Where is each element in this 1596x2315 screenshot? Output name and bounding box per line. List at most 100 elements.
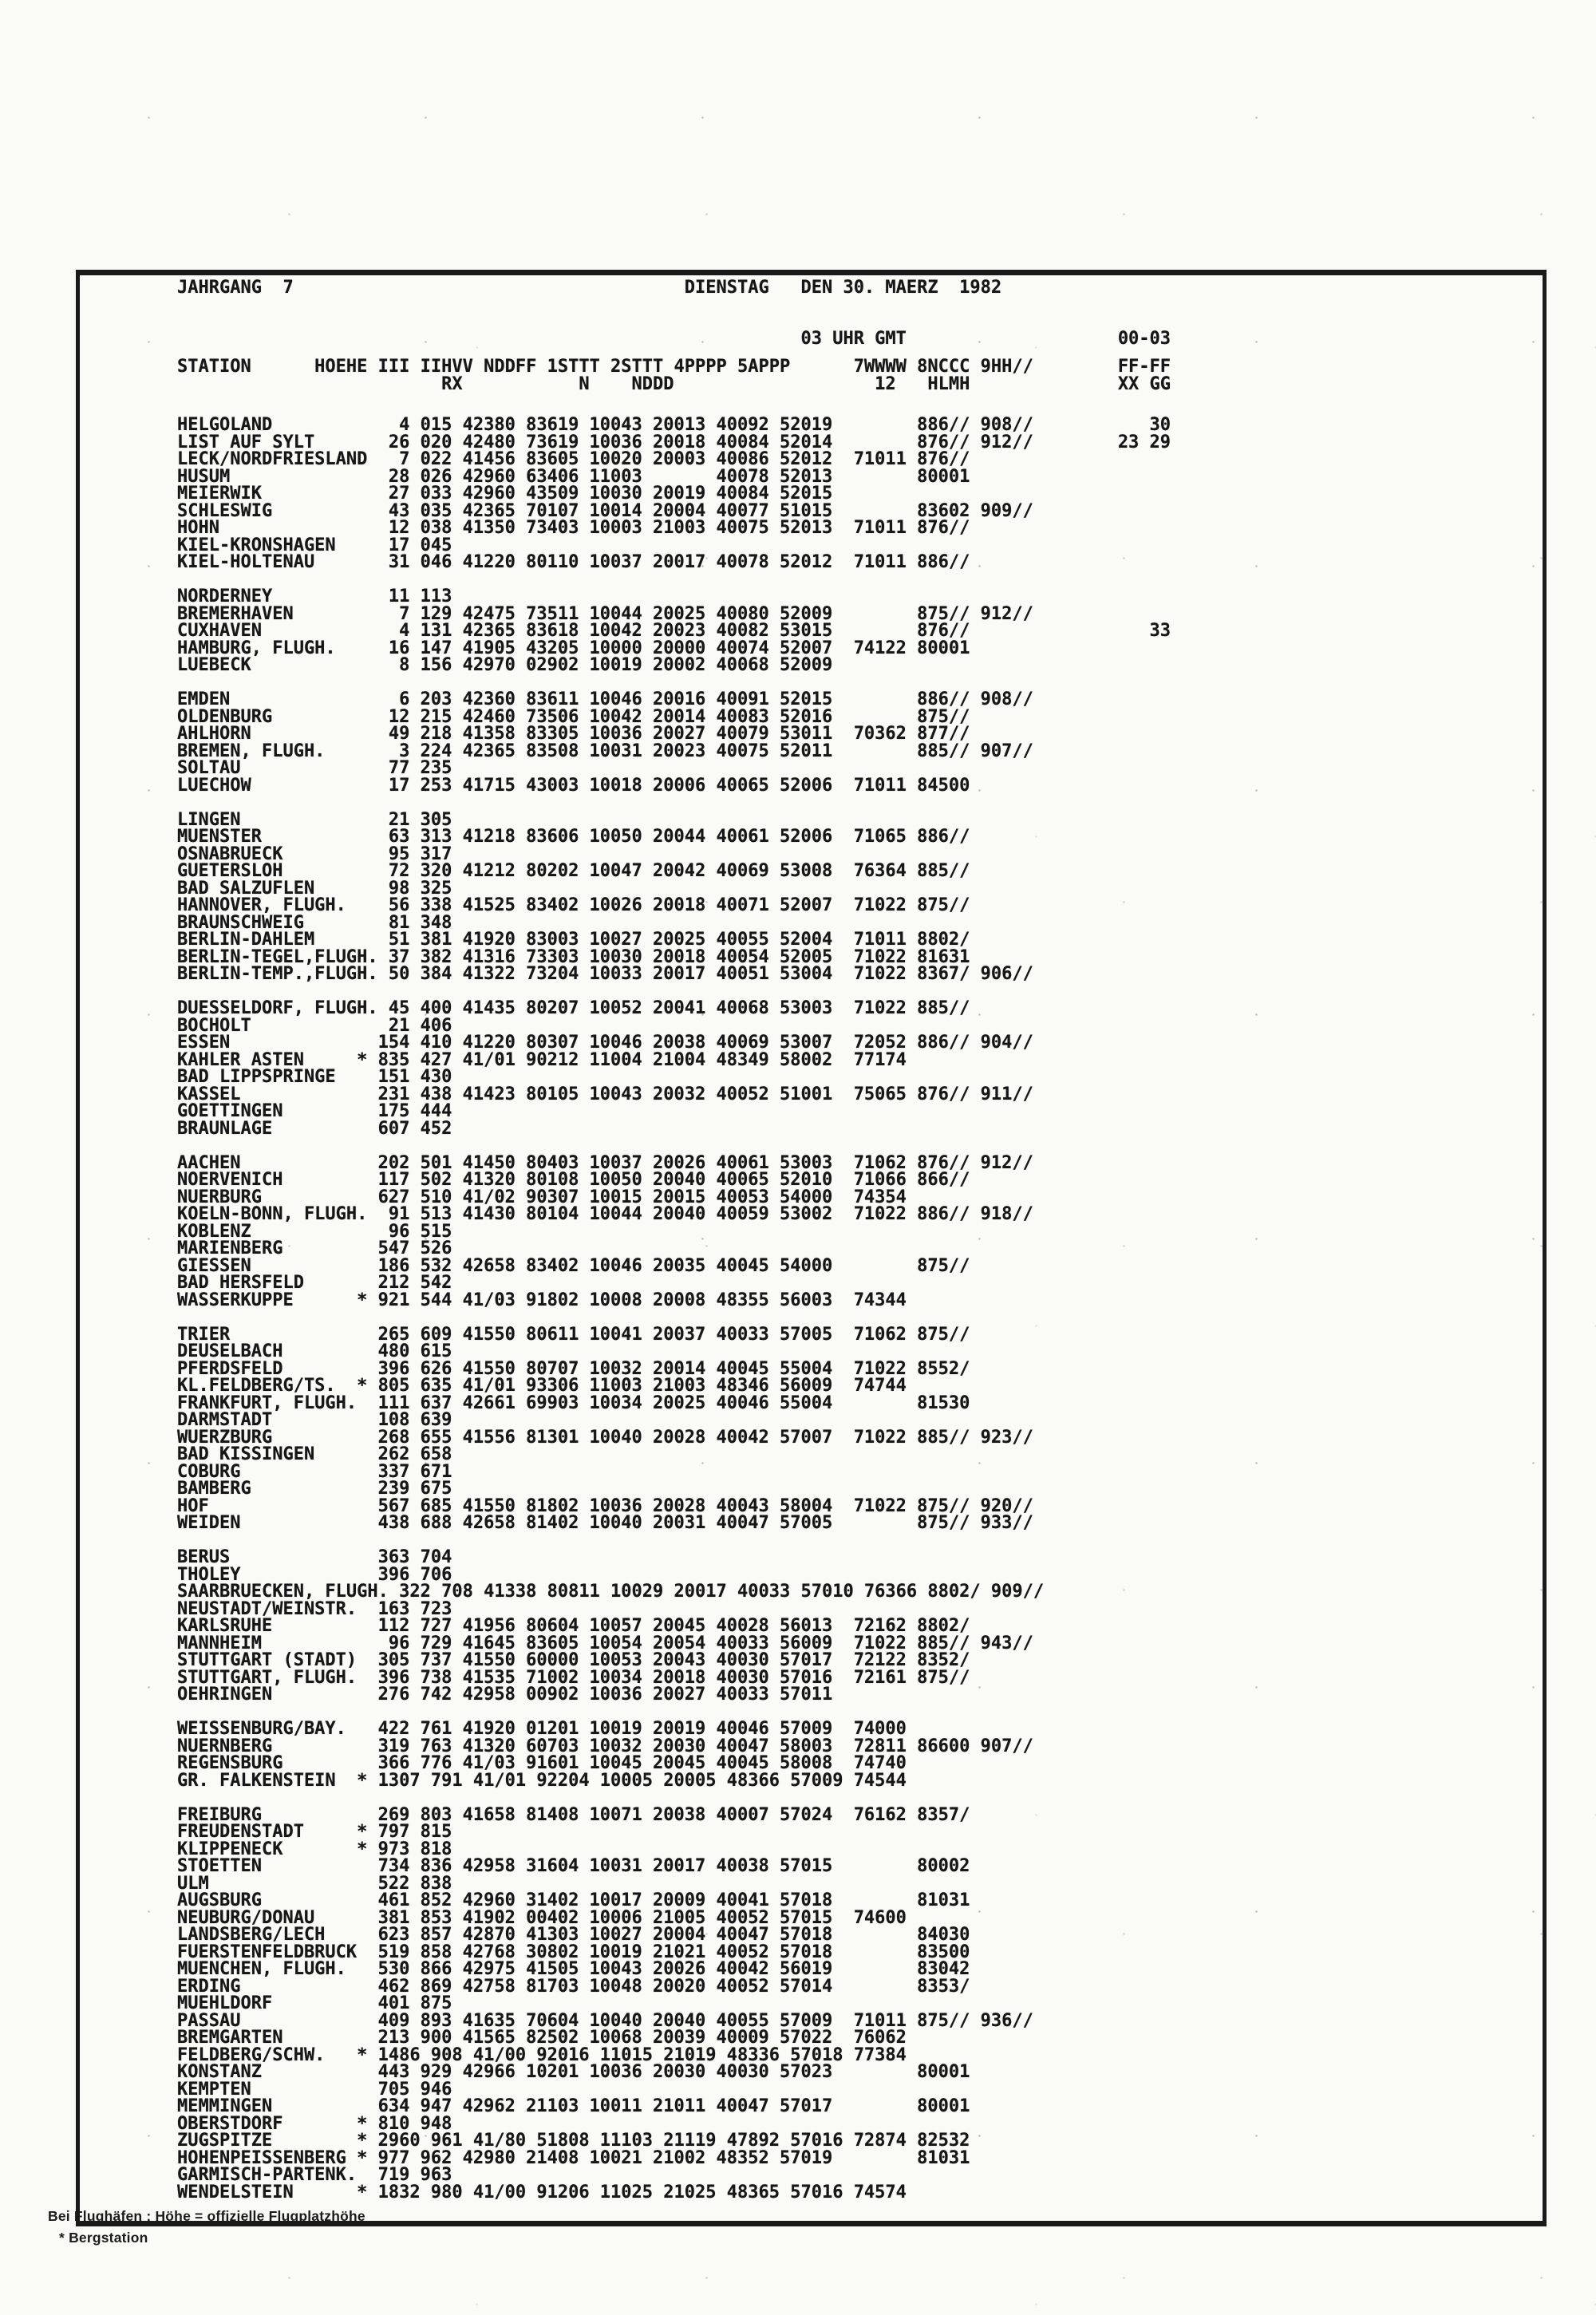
table-row: HELGOLAND 4 015 42380 83619 10043 20013 … bbox=[177, 415, 1171, 435]
table-row: PASSAU 409 893 41635 70604 10040 20040 4… bbox=[177, 2010, 1033, 2031]
table-row: NEUSTADT/WEINSTR. 163 723 bbox=[177, 1598, 452, 1619]
table-row: FREIBURG 269 803 41658 81408 10071 20038… bbox=[177, 1804, 970, 1825]
table-row: PFERDSFELD 396 626 41550 80707 10032 200… bbox=[177, 1358, 970, 1379]
table-row: GIESSEN 186 532 42658 83402 10046 20035 … bbox=[177, 1255, 970, 1276]
table-row: KL.FELDBERG/TS. * 805 635 41/01 93306 11… bbox=[177, 1376, 907, 1396]
table-row: WUERZBURG 268 655 41556 81301 10040 2002… bbox=[177, 1427, 1033, 1448]
blank-row bbox=[177, 1789, 1534, 1807]
table-row: WEISSENBURG/BAY. 422 761 41920 01201 100… bbox=[177, 1719, 907, 1739]
table-row: KIEL-HOLTENAU 31 046 41220 80110 10037 2… bbox=[177, 552, 970, 572]
table-row: EMDEN 6 203 42360 83611 10046 20016 4009… bbox=[177, 689, 1033, 709]
table-row: COBURG 337 671 bbox=[177, 1461, 452, 1482]
blank-row bbox=[177, 1137, 1534, 1155]
table-row: BOCHOLT 21 406 bbox=[177, 1015, 452, 1036]
table-row: CUXHAVEN 4 131 42365 83618 10042 20023 4… bbox=[177, 621, 1171, 641]
table-row: ERDING 462 869 42758 81703 10048 20020 4… bbox=[177, 1976, 970, 1997]
table-row: WENDELSTEIN * 1832 980 41/00 91206 11025… bbox=[177, 2182, 907, 2202]
table-row: FELDBERG/SCHW. * 1486 908 41/00 92016 11… bbox=[177, 2044, 907, 2065]
spacer bbox=[177, 297, 185, 330]
table-row: KONSTANZ 443 929 42966 10201 10036 20030… bbox=[177, 2062, 970, 2082]
table-row: BRAUNLAGE 607 452 bbox=[177, 1118, 452, 1139]
table-row: LANDSBERG/LECH 623 857 42870 41303 10027… bbox=[177, 1925, 970, 1945]
table-row: BERLIN-TEGEL,FLUGH. 37 382 41316 73303 1… bbox=[177, 946, 970, 967]
blank-row bbox=[177, 1704, 1534, 1721]
table-row: WASSERKUPPE * 921 544 41/03 91802 10008 … bbox=[177, 1290, 907, 1310]
table-row: GARMISCH-PARTENK. 719 963 bbox=[177, 2165, 452, 2185]
table-row: BREMERHAVEN 7 129 42475 73511 10044 2002… bbox=[177, 603, 1033, 624]
table-row: STOETTEN 734 836 42958 31604 10031 20017… bbox=[177, 1856, 970, 1876]
table-row: NUERNBERG 319 763 41320 60703 10032 2003… bbox=[177, 1736, 1033, 1756]
table-row: MUEHLDORF 401 875 bbox=[177, 1993, 452, 2013]
table-row: TRIER 265 609 41550 80611 10041 20037 40… bbox=[177, 1324, 970, 1345]
table-row: GOETTINGEN 175 444 bbox=[177, 1101, 452, 1121]
table-row: BREMEN, FLUGH. 3 224 42365 83508 10031 2… bbox=[177, 741, 1033, 761]
table-row: OBERSTDORF * 810 948 bbox=[177, 2113, 452, 2134]
table-row: DARMSTADT 108 639 bbox=[177, 1410, 452, 1430]
table-row: FUERSTENFELDBRUCK 519 858 42768 30802 10… bbox=[177, 1942, 970, 1962]
table-row: SOLTAU 77 235 bbox=[177, 758, 452, 778]
table-row: MANNHEIM 96 729 41645 83605 10054 20054 … bbox=[177, 1633, 1033, 1653]
table-row: STUTTGART, FLUGH. 396 738 41535 71002 10… bbox=[177, 1667, 970, 1688]
table-row: NOERVENICH 117 502 41320 80108 10050 200… bbox=[177, 1170, 970, 1190]
table-row: MEIERWIK 27 033 42960 43509 10030 20019 … bbox=[177, 484, 833, 504]
table-row: AACHEN 202 501 41450 80403 10037 20026 4… bbox=[177, 1152, 1033, 1173]
table-row: KASSEL 231 438 41423 80105 10043 20032 4… bbox=[177, 1084, 1033, 1104]
table-row: DUESSELDORF, FLUGH. 45 400 41435 80207 1… bbox=[177, 998, 970, 1018]
table-row: REGENSBURG 366 776 41/03 91601 10045 200… bbox=[177, 1753, 907, 1773]
blank-row bbox=[177, 983, 1534, 1001]
obs-time-row: 03 UHR GMT 00-03 bbox=[177, 328, 1171, 349]
table-row: LUECHOW 17 253 41715 43003 10018 20006 4… bbox=[177, 775, 970, 796]
table-row: HANNOVER, FLUGH. 56 338 41525 83402 1002… bbox=[177, 895, 970, 915]
table-row: BRAUNSCHWEIG 81 348 bbox=[177, 912, 452, 933]
table-row: MEMMINGEN 634 947 42962 21103 10011 2101… bbox=[177, 2096, 970, 2116]
table-border bbox=[76, 270, 1547, 2226]
weather-table: JAHRGANG 7 DIENSTAG DEN 30. MAERZ 1982 0… bbox=[177, 279, 1534, 2201]
blank-row bbox=[177, 1309, 1534, 1326]
spacer bbox=[177, 393, 185, 417]
table-row: FRANKFURT, FLUGH. 111 637 42661 69903 10… bbox=[177, 1393, 970, 1413]
table-row: THOLEY 396 706 bbox=[177, 1564, 452, 1585]
table-row: WEIDEN 438 688 42658 81402 10040 20031 4… bbox=[177, 1513, 1033, 1533]
table-row: MUENSTER 63 313 41218 83606 10050 20044 … bbox=[177, 827, 970, 847]
table-row: HUSUM 28 026 42960 63406 11003 40078 520… bbox=[177, 466, 970, 487]
table-row: ZUGSPITZE * 2960 961 41/80 51808 11103 2… bbox=[177, 2131, 970, 2151]
table-row: HAMBURG, FLUGH. 16 147 41905 43205 10000… bbox=[177, 638, 970, 658]
table-row: STUTTGART (STADT) 305 737 41550 60000 10… bbox=[177, 1650, 970, 1670]
table-row: KAHLER ASTEN * 835 427 41/01 90212 11004… bbox=[177, 1049, 907, 1070]
table-row: KARLSRUHE 112 727 41956 80604 10057 2004… bbox=[177, 1616, 970, 1636]
table-row: GR. FALKENSTEIN * 1307 791 41/01 92204 1… bbox=[177, 1770, 907, 1791]
table-row: HOF 567 685 41550 81802 10036 20028 4004… bbox=[177, 1495, 1033, 1516]
table-row: FREUDENSTADT * 797 815 bbox=[177, 1822, 452, 1842]
table-row: BERUS 363 704 bbox=[177, 1547, 452, 1567]
table-row: DEUSELBACH 480 615 bbox=[177, 1341, 452, 1361]
table-row: AUGSBURG 461 852 42960 31402 10017 20009… bbox=[177, 1890, 970, 1910]
table-row: NORDERNEY 11 113 bbox=[177, 587, 452, 606]
table-row: MUENCHEN, FLUGH. 530 866 42975 41505 100… bbox=[177, 1959, 970, 1979]
blank-row bbox=[177, 794, 1534, 812]
footnote-bergstation: * Bergstation bbox=[59, 2230, 148, 2246]
table-row: OLDENBURG 12 215 42460 73506 10042 20014… bbox=[177, 706, 970, 727]
table-row: MARIENBERG 547 526 bbox=[177, 1238, 452, 1258]
table-row: BERLIN-DAHLEM 51 381 41920 83003 10027 2… bbox=[177, 930, 970, 950]
table-row: KOBLENZ 96 515 bbox=[177, 1221, 452, 1242]
footnotes: Bei Flughäfen : Höhe = offizielle Flugpl… bbox=[48, 2206, 365, 2249]
column-header-row: STATION HOEHE III IIHVV NDDFF 1STTT 2STT… bbox=[177, 357, 1171, 377]
table-row: GUETERSLOH 72 320 41212 80202 10047 2004… bbox=[177, 861, 970, 881]
table-row: LINGEN 21 305 bbox=[177, 809, 452, 830]
table-row: SCHLESWIG 43 035 42365 70107 10014 20004… bbox=[177, 500, 1033, 521]
table-row: BERLIN-TEMP.,FLUGH. 50 384 41322 73204 1… bbox=[177, 964, 1033, 984]
table-row: OEHRINGEN 276 742 42958 00902 10036 2002… bbox=[177, 1685, 833, 1705]
report-title: JAHRGANG 7 DIENSTAG DEN 30. MAERZ 1982 bbox=[177, 278, 1002, 298]
table-row: SAARBRUECKEN, FLUGH. 322 708 41338 80811… bbox=[177, 1582, 1045, 1602]
table-row: NUERBURG 627 510 41/02 90307 10015 20015… bbox=[177, 1187, 907, 1207]
table-row: LUEBECK 8 156 42970 02902 10019 20002 40… bbox=[177, 655, 833, 675]
blank-row bbox=[177, 674, 1534, 692]
footnote-flughafen: Bei Flughäfen : Höhe = offizielle Flugpl… bbox=[48, 2208, 365, 2224]
table-row: LECK/NORDFRIESLAND 7 022 41456 83605 100… bbox=[177, 449, 970, 469]
table-row: KOELN-BONN, FLUGH. 91 513 41430 80104 10… bbox=[177, 1204, 1033, 1224]
table-row: OSNABRUECK 95 317 bbox=[177, 843, 452, 864]
table-row: HOHN 12 038 41350 73403 10003 21003 4007… bbox=[177, 518, 970, 538]
table-row: BAD SALZUFLEN 98 325 bbox=[177, 878, 452, 899]
table-row: KIEL-KRONSHAGEN 17 045 bbox=[177, 535, 452, 555]
